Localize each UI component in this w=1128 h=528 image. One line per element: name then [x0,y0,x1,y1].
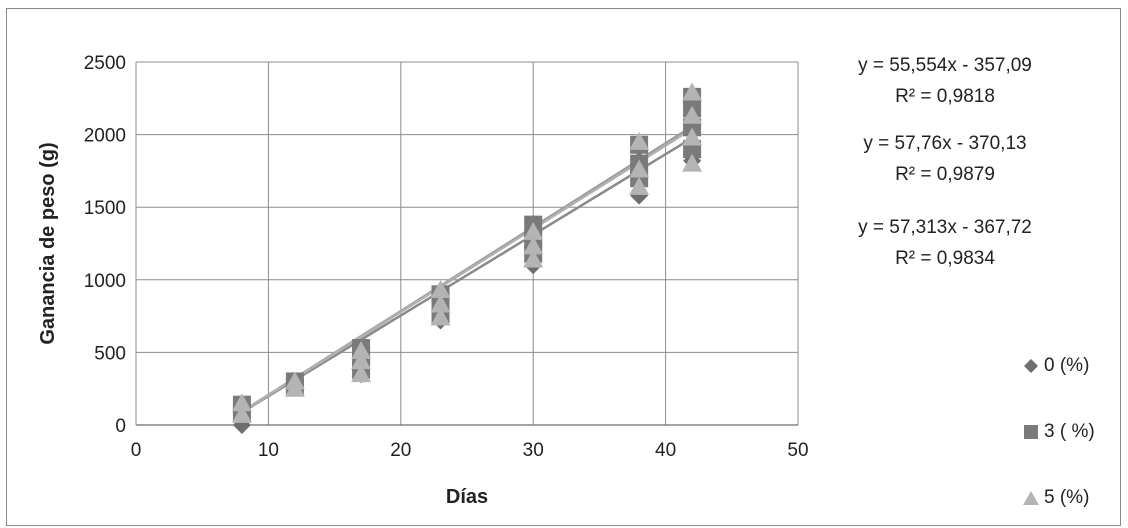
data-point [523,221,544,240]
data-point [682,153,703,172]
trendline-equation-1: y = 57,76x - 370,13 R² = 0,9879 [825,128,1065,190]
equation-text: y = 55,554x - 357,09 [858,55,1032,76]
y-tick-label: 2500 [84,53,126,74]
legend-item-2: 5 (%) [1022,487,1089,509]
data-point [351,340,372,359]
data-point [430,294,451,313]
x-tick-label: 0 [131,440,142,461]
data-point [682,105,703,124]
equation-text: y = 57,313x - 367,72 [858,217,1032,238]
y-tick-label: 500 [94,343,126,364]
y-axis-title: Ganancia de peso (g) [37,142,59,344]
diamond-marker-icon [1024,359,1038,373]
data-point [231,393,252,412]
data-point [284,371,305,390]
x-tick-label: 10 [258,440,279,461]
trendlines [241,125,693,414]
data-point [523,249,544,268]
square-marker-icon [1024,425,1038,439]
x-tick-label: 30 [523,440,544,461]
legend-label: 5 (%) [1044,487,1090,508]
data-point [351,364,372,383]
x-tick-label: 50 [787,440,808,461]
y-tick-label: 1000 [84,271,126,292]
y-tick-label: 1500 [84,198,126,219]
r2-text: R² = 0,9879 [895,164,995,185]
equation-text: y = 57,76x - 370,13 [863,133,1027,154]
trendline-2 [241,127,693,413]
legend-label: 3 ( %) [1044,421,1095,442]
data-point [682,82,703,101]
y-tick-label: 0 [115,416,126,437]
triangle-marker-icon [1023,491,1039,505]
data-point [430,279,451,298]
chart-frame [6,8,1121,526]
r2-text: R² = 0,9834 [895,248,995,269]
x-tick-label: 20 [390,440,411,461]
data-point [351,351,372,370]
y-tick-label: 2000 [84,126,126,147]
legend-label: 0 (%) [1044,355,1090,376]
data-point [430,307,451,326]
r2-text: R² = 0,9818 [895,86,995,107]
series-2 [231,82,703,423]
data-point [682,127,703,146]
data-point [629,131,650,150]
x-tick-label: 40 [655,440,676,461]
data-point [629,159,650,178]
legend-item-0: 0 (%) [1022,355,1089,377]
trendline-equation-2: y = 57,313x - 367,72 R² = 0,9834 [825,212,1065,274]
legend-item-1: 3 ( %) [1022,421,1095,443]
trendline-equation-0: y = 55,554x - 357,09 R² = 0,9818 [825,50,1065,112]
data-point [231,404,252,423]
data-point [629,176,650,195]
x-axis-title: Días [446,486,488,508]
data-point [523,236,544,255]
trendline-0 [241,136,693,414]
